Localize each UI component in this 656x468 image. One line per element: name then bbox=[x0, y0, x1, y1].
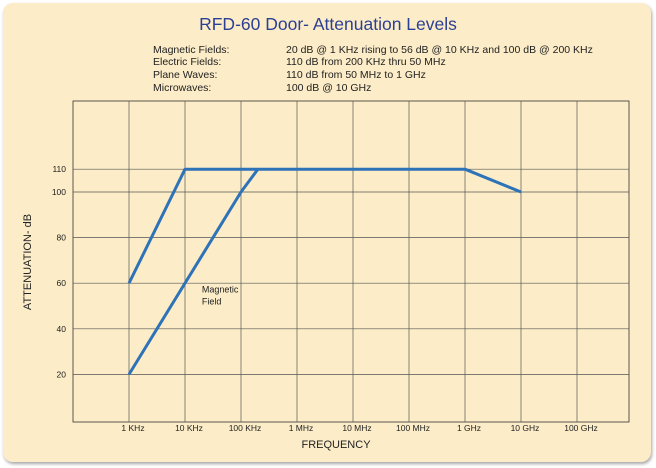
grid bbox=[73, 101, 629, 422]
spec-label: Electric Fields: bbox=[153, 56, 222, 68]
y-tick-label: 100 bbox=[52, 187, 66, 197]
spec-row-electric: Electric Fields: 110 dB from 200 KHz thru… bbox=[153, 56, 446, 68]
y-tick-label: 110 bbox=[52, 164, 66, 174]
y-tick-label: 60 bbox=[57, 278, 67, 288]
x-tick-label: 100 MHz bbox=[396, 423, 430, 433]
spec-value: 20 dB @ 1 KHz rising to 56 dB @ 10 KHz a… bbox=[286, 44, 593, 56]
y-tick-label: 40 bbox=[57, 324, 67, 334]
x-tick-label: 100 KHz bbox=[229, 423, 262, 433]
x-tick-label: 10 GHz bbox=[511, 423, 540, 433]
y-tick-labels: 20 40 60 80 100 110 bbox=[52, 164, 66, 379]
annotations: Magnetic Field bbox=[202, 284, 239, 306]
series-lines bbox=[127, 167, 522, 376]
series-line-2 bbox=[127, 168, 260, 376]
plot-frame bbox=[72, 100, 630, 423]
x-tick-label: 10 MHz bbox=[342, 423, 371, 433]
x-tick-label: 100 GHz bbox=[564, 423, 598, 433]
y-axis-label: ATTENUATION- dB bbox=[22, 214, 34, 310]
chart-title: RFD-60 Door- Attenuation Levels bbox=[199, 14, 457, 34]
x-tick-label: 1 KHz bbox=[121, 423, 144, 433]
annotation-text: Magnetic bbox=[202, 284, 239, 294]
x-tick-label: 1 MHz bbox=[289, 423, 314, 433]
spec-row-microwave: Microwaves: 100 dB @ 10 GHz bbox=[153, 82, 371, 94]
annotation-text: Field bbox=[202, 296, 222, 306]
spec-value: 110 dB from 200 KHz thru 50 MHz bbox=[286, 56, 446, 68]
spec-value: 100 dB @ 10 GHz bbox=[286, 82, 372, 94]
spec-label: Magnetic Fields: bbox=[153, 44, 230, 56]
series-line-1 bbox=[127, 167, 522, 284]
y-tick-label: 80 bbox=[57, 233, 67, 243]
spec-row-plane: Plane Waves: 110 dB from 50 MHz to 1 GHz bbox=[153, 69, 426, 81]
spec-row-magnetic: Magnetic Fields: 20 dB @ 1 KHz rising to … bbox=[153, 44, 593, 56]
chart-panel bbox=[3, 3, 651, 462]
x-tick-label: 1 GHz bbox=[457, 423, 481, 433]
x-tick-labels: 1 KHz 10 KHz 100 KHz 1 MHz 10 MHz 100 MHz 1 GH… bbox=[121, 423, 597, 433]
x-tick-label: 10 KHz bbox=[175, 423, 203, 433]
y-tick-label: 20 bbox=[57, 369, 67, 379]
spec-value: 110 dB from 50 MHz to 1 GHz bbox=[286, 69, 426, 81]
spec-label: Plane Waves: bbox=[153, 69, 218, 81]
x-axis-label: FREQUENCY bbox=[301, 439, 371, 451]
spec-label: Microwaves: bbox=[153, 82, 212, 94]
